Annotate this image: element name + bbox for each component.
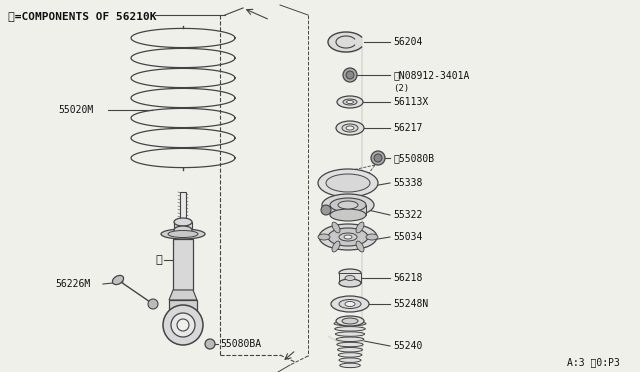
Bar (174, 222, 192, 230)
Text: 55322: 55322 (393, 210, 422, 220)
Ellipse shape (342, 124, 358, 132)
Ellipse shape (330, 209, 366, 221)
Text: 56218: 56218 (393, 273, 422, 283)
Circle shape (171, 313, 195, 337)
Ellipse shape (168, 231, 198, 237)
Text: 55080BA: 55080BA (220, 339, 261, 349)
Text: 56113X: 56113X (393, 97, 428, 107)
Text: 56204: 56204 (393, 37, 422, 47)
Ellipse shape (336, 337, 364, 341)
Ellipse shape (366, 234, 378, 240)
Ellipse shape (326, 174, 370, 192)
Text: ※55080B: ※55080B (393, 153, 434, 163)
Text: 56226M: 56226M (55, 279, 90, 289)
Circle shape (177, 319, 189, 331)
Ellipse shape (346, 126, 354, 130)
Ellipse shape (337, 347, 362, 352)
Ellipse shape (113, 275, 124, 285)
Ellipse shape (319, 224, 377, 250)
Ellipse shape (339, 299, 361, 308)
Ellipse shape (161, 229, 205, 239)
Text: (2): (2) (393, 83, 409, 93)
Bar (330, 205, 366, 215)
Ellipse shape (318, 234, 330, 240)
Ellipse shape (356, 241, 364, 252)
Text: 55034: 55034 (393, 232, 422, 242)
Ellipse shape (339, 233, 357, 241)
Text: ※N08912-3401A: ※N08912-3401A (393, 70, 469, 80)
Ellipse shape (343, 99, 357, 105)
Ellipse shape (337, 96, 363, 108)
Bar (339, 273, 361, 283)
Ellipse shape (339, 269, 361, 277)
Ellipse shape (338, 201, 358, 209)
Ellipse shape (336, 316, 364, 326)
Text: 56217: 56217 (393, 123, 422, 133)
Bar (180, 192, 186, 222)
Text: ※: ※ (155, 255, 162, 265)
Ellipse shape (318, 169, 378, 197)
Ellipse shape (340, 363, 360, 368)
Text: ※=COMPONENTS OF 56210K: ※=COMPONENTS OF 56210K (8, 11, 157, 21)
Ellipse shape (322, 194, 374, 216)
Text: A:3 ※0:P3: A:3 ※0:P3 (567, 357, 620, 367)
Circle shape (205, 339, 215, 349)
Ellipse shape (332, 241, 340, 252)
Ellipse shape (330, 198, 366, 212)
Ellipse shape (174, 226, 192, 234)
Ellipse shape (339, 353, 362, 357)
Circle shape (346, 71, 354, 79)
Ellipse shape (331, 296, 369, 312)
Ellipse shape (346, 100, 353, 103)
Ellipse shape (344, 235, 352, 239)
Polygon shape (169, 290, 197, 300)
Ellipse shape (339, 279, 361, 287)
Ellipse shape (339, 358, 361, 362)
Ellipse shape (345, 276, 355, 280)
Text: 55338: 55338 (393, 178, 422, 188)
Bar (169, 300, 197, 320)
Ellipse shape (332, 222, 340, 233)
Text: 55020M: 55020M (58, 105, 93, 115)
Circle shape (343, 68, 357, 82)
Ellipse shape (356, 222, 364, 233)
Circle shape (374, 154, 382, 162)
Circle shape (163, 305, 203, 345)
Text: 55248N: 55248N (393, 299, 428, 309)
Ellipse shape (337, 342, 363, 347)
Circle shape (148, 299, 158, 309)
Ellipse shape (336, 121, 364, 135)
Ellipse shape (335, 332, 365, 336)
Bar (173, 239, 193, 290)
Text: 55240: 55240 (393, 341, 422, 351)
Ellipse shape (174, 218, 192, 226)
Circle shape (371, 151, 385, 165)
Circle shape (321, 205, 331, 215)
Ellipse shape (345, 301, 355, 307)
Ellipse shape (342, 318, 358, 324)
Ellipse shape (335, 327, 365, 331)
Ellipse shape (334, 321, 366, 326)
Ellipse shape (328, 228, 368, 246)
